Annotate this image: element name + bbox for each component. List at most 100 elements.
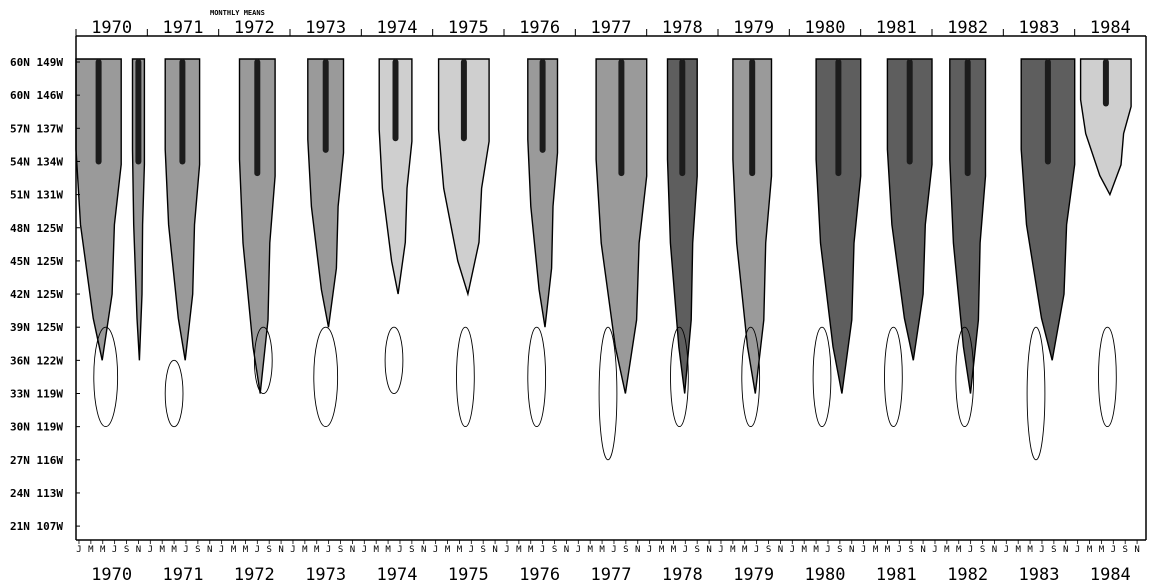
- contour-region-1971: [164, 359, 184, 428]
- month-tick-label: S: [623, 545, 628, 555]
- month-tick-label: J: [112, 545, 117, 555]
- month-tick-label: J: [790, 545, 795, 555]
- shaded-core-1979-10: [749, 59, 756, 177]
- month-tick-label: M: [1027, 545, 1033, 555]
- month-tick-label: J: [397, 545, 402, 555]
- month-tick-label: J: [861, 545, 866, 555]
- shaded-core-1976-7: [539, 59, 546, 153]
- month-tick-label: J: [576, 545, 581, 555]
- month-tick-label: J: [1111, 545, 1116, 555]
- contour-region-1972: [253, 326, 273, 395]
- shaded-region-1974-5: [378, 58, 413, 295]
- shaded-region-1979-10: [732, 58, 773, 394]
- station-label: 27N 116W: [10, 454, 63, 467]
- month-tick-label: M: [528, 545, 534, 555]
- station-label: 45N 125W: [10, 255, 63, 268]
- month-tick-label: J: [326, 545, 331, 555]
- shaded-core-1982-13: [964, 59, 971, 177]
- top-year-labels: 1970 1971 1972 1973 1974 1975 1976 1977 1978 1979…: [91, 18, 1131, 38]
- month-tick-label: S: [694, 545, 699, 555]
- year-label-top: 1975: [448, 18, 489, 38]
- shaded-region-1980-11: [815, 58, 862, 394]
- contour-region-1982: [955, 326, 975, 428]
- station-label: 57N 137W: [10, 122, 63, 135]
- contour-region-1976: [527, 326, 547, 428]
- station-label: 30N 119W: [10, 421, 63, 434]
- contour-region-1973: [313, 326, 339, 428]
- month-tick-label: J: [932, 545, 937, 555]
- month-tick-label: M: [1099, 545, 1105, 555]
- shaded-region-1984-15: [1079, 58, 1132, 197]
- shaded-core-1983-14: [1044, 59, 1051, 165]
- month-tick-label: M: [801, 545, 807, 555]
- station-label: 33N 119W: [10, 388, 63, 401]
- month-tick-label: N: [920, 545, 925, 555]
- contour-region-1984: [1098, 326, 1117, 428]
- x-axis-ticks: [75, 29, 1138, 544]
- month-tick-label: J: [362, 545, 367, 555]
- year-label-top: 1971: [163, 18, 204, 38]
- shaded-core-1973-4: [322, 59, 329, 153]
- year-label-bottom: 1970: [91, 565, 132, 585]
- month-tick-label: J: [183, 545, 188, 555]
- month-tick-label: J: [825, 545, 830, 555]
- contour-regions: [93, 326, 1117, 461]
- contour-region-1975: [456, 326, 475, 428]
- shaded-core-1974-5: [392, 59, 399, 142]
- station-label: 48N 125W: [10, 222, 63, 235]
- month-tick-label: M: [885, 545, 891, 555]
- shaded-region-1983-14: [1020, 58, 1076, 361]
- month-tick-label: M: [587, 545, 593, 555]
- month-tick-label: N: [136, 545, 141, 555]
- month-tick-label: N: [635, 545, 640, 555]
- shaded-core-1978-9: [679, 59, 686, 177]
- shaded-core-1977-8: [618, 59, 625, 177]
- month-tick-label: M: [813, 545, 819, 555]
- month-tick-label: S: [266, 545, 271, 555]
- shaded-core-1981-12: [906, 59, 913, 165]
- month-tick-label: J: [683, 545, 688, 555]
- year-label-bottom: 1974: [377, 565, 418, 585]
- month-tick-label: N: [706, 545, 711, 555]
- contour-region-1978: [670, 326, 689, 428]
- month-tick-label: M: [100, 545, 106, 555]
- shaded-core-1971-2: [179, 59, 186, 165]
- contour-region-1977: [598, 326, 618, 461]
- station-label: 54N 134W: [10, 155, 63, 168]
- shaded-core-1972-3: [254, 59, 261, 177]
- month-tick-label: J: [76, 545, 81, 555]
- month-tick-label: J: [897, 545, 902, 555]
- year-label-top: 1970: [91, 18, 132, 38]
- station-label: 36N 122W: [10, 354, 63, 367]
- station-label: 39N 125W: [10, 321, 63, 334]
- month-tick-label: S: [1051, 545, 1056, 555]
- month-tick-label: M: [445, 545, 451, 555]
- year-label-bottom: 1977: [591, 565, 632, 585]
- month-tick-label: M: [730, 545, 736, 555]
- year-label-bottom: 1981: [876, 565, 917, 585]
- shaded-region-1973-4: [307, 58, 345, 328]
- month-tick-label: N: [492, 545, 497, 555]
- month-tick-label: M: [1087, 545, 1093, 555]
- contour-region-1970: [93, 326, 119, 428]
- station-label: 24N 113W: [10, 487, 63, 500]
- year-label-bottom: 1984: [1090, 565, 1131, 585]
- year-label-top: 1981: [876, 18, 917, 38]
- contour-region-1980: [812, 326, 832, 428]
- year-label-top: 1973: [305, 18, 346, 38]
- station-label: 60N 146W: [10, 89, 63, 102]
- month-tick-label: J: [540, 545, 545, 555]
- month-tick-label: M: [1015, 545, 1021, 555]
- shaded-region-1975-6: [437, 58, 490, 297]
- year-label-top: 1978: [662, 18, 703, 38]
- plot-area: [75, 29, 1147, 544]
- year-label-top: 1977: [591, 18, 632, 38]
- month-tick-label: M: [373, 545, 379, 555]
- bottom-year-labels: 1970 1971 1972 1973 1974 1975 1976 1977 1978 1979…: [91, 565, 1131, 585]
- month-tick-label: M: [457, 545, 463, 555]
- month-tick-label: S: [195, 545, 200, 555]
- month-tick-label: S: [552, 545, 557, 555]
- month-tick-label: M: [944, 545, 950, 555]
- month-tick-label: M: [516, 545, 522, 555]
- station-label: 42N 125W: [10, 288, 63, 301]
